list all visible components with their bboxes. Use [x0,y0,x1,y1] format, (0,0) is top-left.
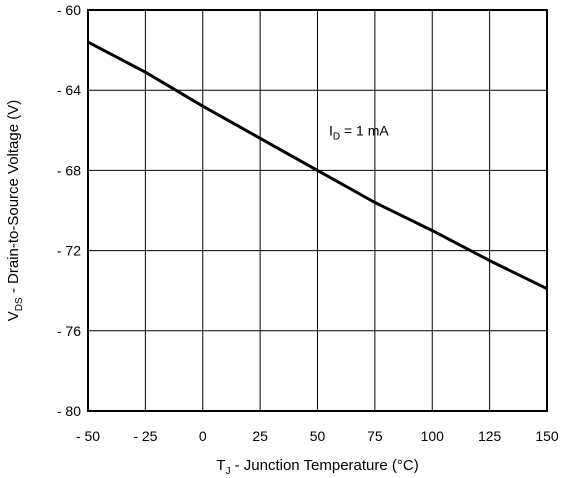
x-tick-label: 150 [535,428,559,444]
y-tick-label: - 80 [57,403,81,419]
x-tick-label: 0 [199,428,207,444]
x-tick-label: 50 [310,428,326,444]
y-tick-label: - 72 [57,243,81,259]
series-group [87,40,548,291]
y-axis-label: VDS - Drain-to-Source Voltage (V) [5,100,25,322]
y-axis-ticks: - 60 - 64 - 68 - 72 - 76 - 80 [57,2,81,419]
x-tick-label: - 50 [76,428,100,444]
x-axis-label: TJ - Junction Temperature (°C) [216,457,418,477]
x-tick-label: 75 [367,428,383,444]
x-tick-label: 100 [421,428,445,444]
series-line [87,40,548,291]
y-tick-label: - 64 [57,82,81,98]
y-tick-label: - 68 [57,162,81,178]
annotation-id-1ma: ID = 1 mA [329,122,389,142]
plot-frame [87,9,548,412]
x-tick-label: 125 [478,428,502,444]
x-axis-ticks: - 50 - 25 0 25 50 75 100 125 150 [76,428,559,444]
y-tick-label: - 60 [57,2,81,18]
x-tick-label: 25 [252,428,268,444]
y-tick-label: - 76 [57,323,81,339]
x-tick-label: - 25 [133,428,157,444]
